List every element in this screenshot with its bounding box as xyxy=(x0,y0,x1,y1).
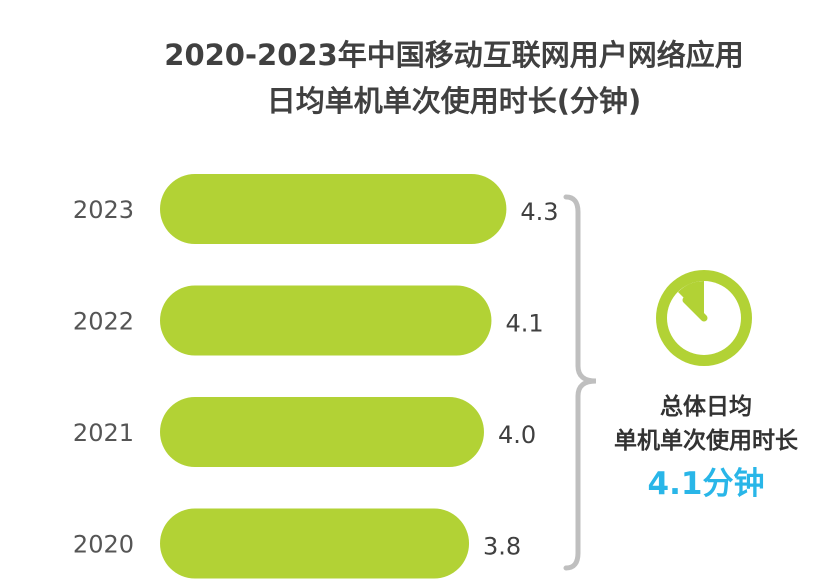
summary-box: 总体日均 单机单次使用时长 4.1分钟 xyxy=(596,390,816,506)
summary-label-line-2: 单机单次使用时长 xyxy=(614,428,798,454)
category-label-2023: 2023 xyxy=(73,196,134,224)
category-label-2022: 2022 xyxy=(73,308,134,336)
bar-2020 xyxy=(160,508,470,579)
chart-title-line-1: 2020-2023年中国移动互联网用户网络应用 xyxy=(164,38,744,72)
stopwatch-icon xyxy=(656,270,752,366)
summary-value: 4.1分钟 xyxy=(647,466,765,502)
bar-2021 xyxy=(160,397,484,467)
chart-title-line-2: 日均单机单次使用时长(分钟) xyxy=(266,84,642,118)
category-label-2020: 2020 xyxy=(73,531,134,559)
bar-2022 xyxy=(160,285,492,356)
value-label-2021: 4.0 xyxy=(498,421,536,449)
value-label-2023: 4.3 xyxy=(520,198,558,226)
bars-layer: 2023 4.3 2022 4.1 2021 4.0 2020 3.8 xyxy=(73,174,559,579)
summary-bracket xyxy=(563,194,597,571)
summary-label-line-1: 总体日均 xyxy=(660,394,752,420)
value-label-2020: 3.8 xyxy=(483,533,521,561)
value-label-2022: 4.1 xyxy=(505,310,543,338)
chart-title: 2020-2023年中国移动互联网用户网络应用 日均单机单次使用时长(分钟) xyxy=(0,32,818,124)
bar-2023 xyxy=(160,174,507,244)
category-label-2021: 2021 xyxy=(73,419,134,447)
